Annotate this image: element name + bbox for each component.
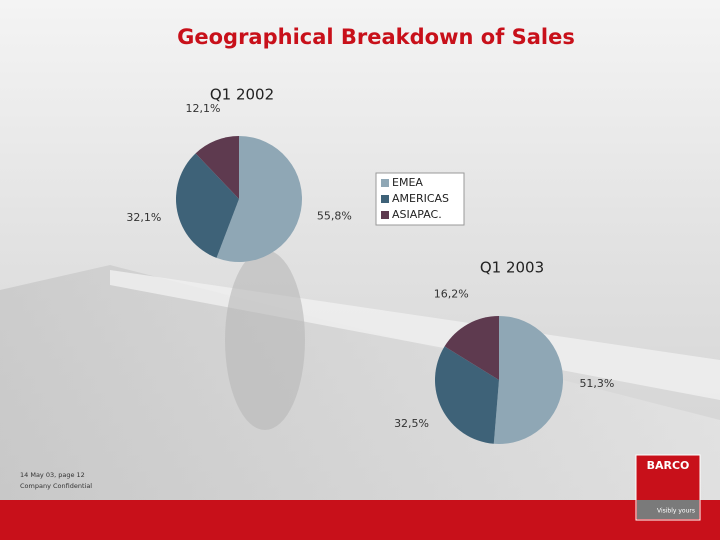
pie-slice	[195, 136, 239, 199]
legend-box	[375, 172, 465, 226]
data-label: 55,8%	[317, 210, 352, 223]
figures	[225, 250, 305, 430]
pie-slice	[444, 316, 499, 380]
data-label: 51,3%	[579, 377, 614, 390]
chart-title: Q1 2002	[210, 86, 274, 104]
data-label: 32,5%	[394, 417, 429, 430]
footer-page: 14 May 03, page 12	[20, 471, 85, 479]
pie-slice	[216, 136, 302, 262]
footer-confidential: Company Confidential	[20, 482, 92, 490]
logo-band	[637, 500, 699, 519]
legend-label: ASIAPAC.	[392, 208, 442, 221]
legend-swatch	[381, 211, 389, 219]
pier	[0, 265, 720, 500]
data-label: 16,2%	[434, 287, 469, 300]
legend-swatch	[381, 179, 389, 187]
legend-swatch	[381, 195, 389, 203]
data-label: 32,1%	[126, 211, 161, 224]
slide-title: Geographical Breakdown of Sales	[177, 25, 575, 49]
logo-tagline: Visibly yours	[657, 508, 695, 515]
logo-brand: BARCO	[647, 459, 690, 472]
pie-slice	[434, 346, 499, 444]
chart-title: Q1 2003	[480, 259, 544, 277]
footer-bar	[0, 500, 720, 540]
legend-label: EMEA	[392, 176, 423, 189]
pie-slice	[493, 316, 563, 444]
legend-label: AMERICAS	[392, 192, 449, 205]
pie-slice	[176, 153, 239, 258]
data-label: 12,1%	[186, 102, 221, 115]
